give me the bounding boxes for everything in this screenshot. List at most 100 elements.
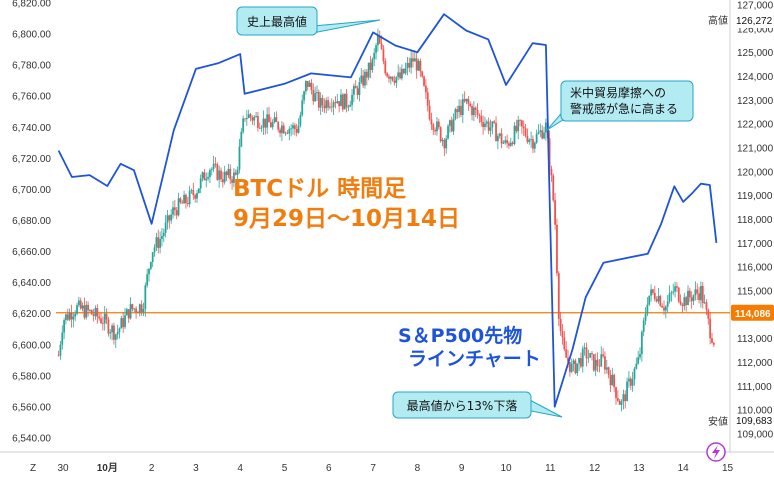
candle-body <box>120 318 123 329</box>
left-axis-tick: 6,660.00 <box>12 247 51 258</box>
candle-body <box>461 99 464 115</box>
candle-body <box>500 133 503 144</box>
candle-body <box>83 305 86 318</box>
x-axis-tick: 5 <box>282 463 288 474</box>
candle-body <box>317 92 320 108</box>
candle-body <box>520 120 523 127</box>
candle-body <box>703 302 706 304</box>
left-axis-tick: 6,540.00 <box>12 434 51 445</box>
left-axis-tick: 6,560.00 <box>12 402 51 413</box>
candle-body <box>79 300 82 309</box>
candle-body <box>197 188 200 194</box>
candle-body <box>258 127 261 129</box>
candle-body <box>705 302 708 310</box>
candle-body <box>543 132 545 139</box>
candle-body <box>491 121 494 128</box>
candle-body <box>148 268 150 275</box>
candle-body <box>347 106 350 108</box>
candle-body <box>66 314 69 320</box>
right-axis-tick: 122,000 <box>737 120 774 131</box>
candle-body <box>413 58 416 62</box>
candle-body <box>382 48 385 62</box>
candle-body <box>386 73 389 77</box>
candle-body <box>378 35 381 44</box>
right-axis-tick: 127,000 <box>737 1 774 12</box>
candle-body <box>526 135 529 142</box>
candle-body <box>642 320 645 332</box>
candle-body <box>166 215 169 223</box>
candle-body <box>618 400 621 405</box>
x-axis-tick: 4 <box>237 463 243 474</box>
candle-body <box>131 304 134 310</box>
high-value: 126,272 <box>736 16 773 27</box>
callout-trade-line1: 米中貿易摩擦への <box>570 85 666 100</box>
candle-body <box>133 308 136 310</box>
right-axis-tick: 116,000 <box>737 263 773 274</box>
candle-body <box>430 119 433 125</box>
candle-body <box>600 354 603 367</box>
candle-body <box>116 331 119 335</box>
candle-body <box>161 236 163 240</box>
candle-body <box>332 102 335 108</box>
candle-body <box>100 318 102 323</box>
candle-body <box>118 328 121 332</box>
candle-body <box>463 99 466 102</box>
callout-ath <box>236 6 318 36</box>
x-axis-tick: 3 <box>193 463 199 474</box>
right-axis-tick: 109,000 <box>737 430 774 441</box>
candle-body <box>650 289 652 296</box>
candle-body <box>417 60 420 71</box>
candle-body <box>495 122 497 142</box>
candle-body <box>567 357 569 362</box>
candle-body <box>305 80 307 92</box>
candle-body <box>508 143 510 146</box>
right-axis-tick: 124,000 <box>737 72 774 83</box>
candle-body <box>537 132 540 134</box>
candle-body <box>271 122 274 128</box>
candle-body <box>96 308 99 317</box>
candle-body <box>436 121 438 132</box>
sp500-line <box>57 13 718 408</box>
candle-body <box>229 168 232 180</box>
candle-body <box>155 237 158 248</box>
candle-body <box>199 178 202 189</box>
right-axis-tick: 119,000 <box>737 191 773 202</box>
candle-body <box>286 132 289 134</box>
candle-body <box>458 105 461 113</box>
candle-body <box>124 315 126 328</box>
candle-body <box>533 142 536 149</box>
candle-body <box>700 286 702 301</box>
candle-body <box>181 202 184 204</box>
candle-body <box>631 379 634 386</box>
candle-body <box>613 374 616 388</box>
candle-body <box>268 114 270 123</box>
candle-body <box>113 325 115 340</box>
candle-body <box>77 300 80 306</box>
candle-body <box>186 203 189 205</box>
candle-body <box>484 123 486 128</box>
candle-body <box>391 76 394 81</box>
candle-body <box>323 105 326 109</box>
candle-body <box>192 190 195 196</box>
candle-body <box>502 142 505 144</box>
left-axis-tick: 6,700.00 <box>12 185 51 196</box>
x-axis-tick: 9 <box>459 463 465 474</box>
candle-body <box>221 179 224 183</box>
candle-body <box>57 355 60 357</box>
candle-body <box>90 310 93 315</box>
candle-body <box>581 348 584 367</box>
current-price-badge <box>731 304 774 321</box>
candle-body <box>375 45 377 53</box>
candle-body <box>557 273 560 319</box>
candle-body <box>319 97 322 108</box>
candle-body <box>683 297 686 307</box>
candle-body <box>111 325 113 333</box>
candle-body <box>227 168 230 176</box>
candle-body <box>565 349 568 358</box>
candle-body <box>616 398 619 401</box>
candle-body <box>360 75 363 83</box>
x-axis-tick: 13 <box>633 463 645 474</box>
candle-body <box>604 356 606 370</box>
candle-body <box>183 194 185 204</box>
